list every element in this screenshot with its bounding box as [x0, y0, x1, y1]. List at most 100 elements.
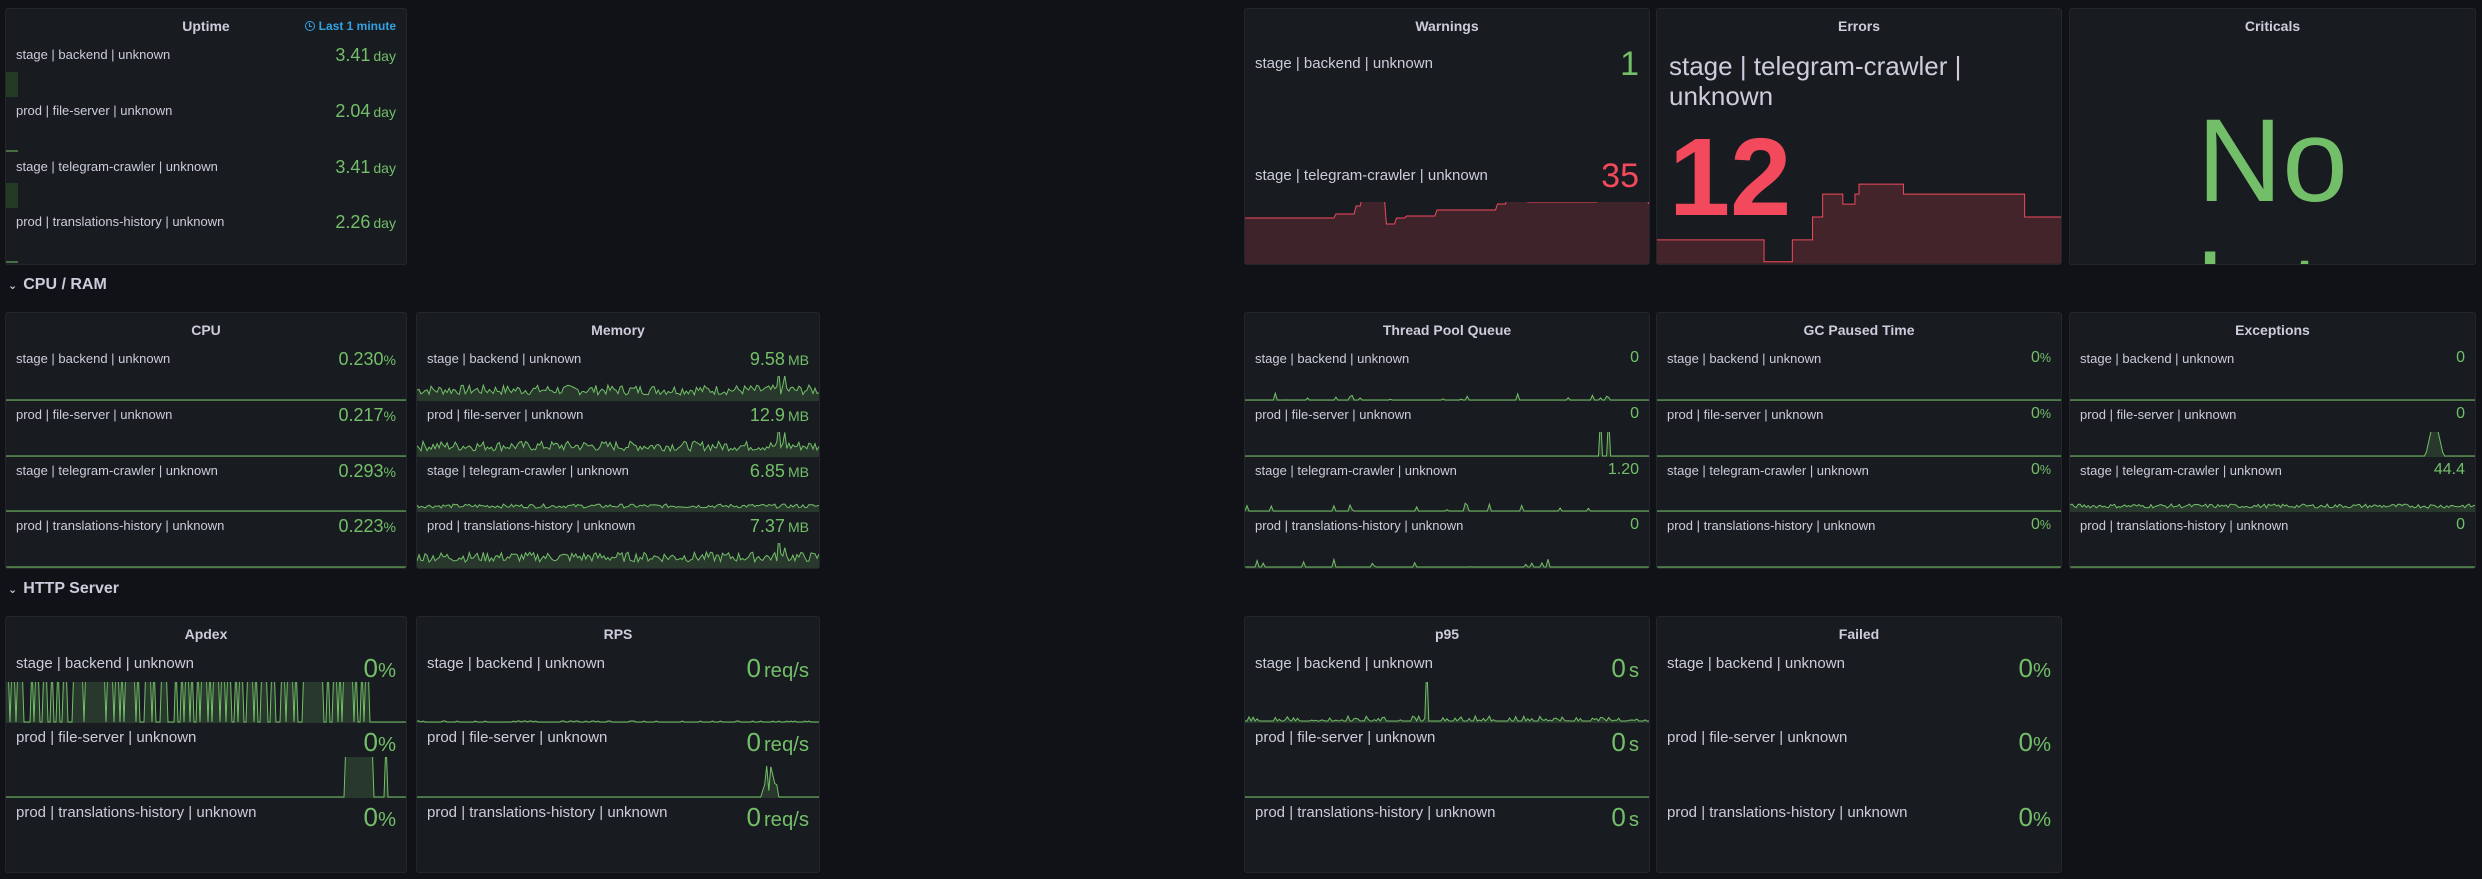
stat-row[interactable]: prod | file-server | unknown 2.04 day: [6, 97, 406, 153]
panel-title[interactable]: Criticals: [2244, 18, 2301, 34]
sparkline-area: [6, 682, 406, 724]
stat-row[interactable]: prod | file-server | unknown 0: [2070, 401, 2475, 457]
stat-row[interactable]: stage | backend | unknown 3.41 day: [6, 41, 406, 97]
stat-unit: %: [2032, 808, 2051, 831]
panel-title[interactable]: p95: [1434, 626, 1460, 642]
stat-row[interactable]: prod | file-server | unknown 0%: [1657, 723, 2061, 797]
stat-number: 6.85: [749, 460, 785, 481]
stat-number: 0.217: [338, 404, 384, 425]
stat-row[interactable]: prod | file-server | unknown 0%: [1657, 401, 2061, 457]
panel-thread-pool[interactable]: Thread Pool Queue stage | backend | unkno…: [1244, 312, 1650, 569]
sparkline: [417, 543, 819, 568]
stat-row[interactable]: stage | backend | unknown 0%: [1657, 649, 2061, 723]
panel-title[interactable]: CPU: [191, 322, 221, 338]
stat-value: 0%: [2019, 802, 2052, 833]
panel-title[interactable]: Uptime: [182, 18, 230, 34]
stat-row[interactable]: prod | file-server | unknown 0: [1245, 401, 1649, 457]
panel-failed[interactable]: Failed stage | backend | unknown 0% prod | …: [1656, 616, 2062, 873]
stat-row[interactable]: prod | translations-history | unknown 0 re…: [417, 798, 819, 872]
stat-number: 0: [2456, 516, 2465, 534]
panel-apdex[interactable]: Apdex stage | backend | unknown 0% prod | f…: [5, 616, 407, 873]
stat-value: 0: [2456, 516, 2465, 534]
panel-title[interactable]: RPS: [603, 626, 633, 642]
panel-exceptions[interactable]: Exceptions stage | backend | unknown 0 prod…: [2069, 312, 2476, 569]
stat-row[interactable]: prod | translations-history | unknown 0%: [6, 798, 406, 872]
panel-gc[interactable]: GC Paused Time stage | backend | unknown 0…: [1656, 312, 2062, 569]
stat-row[interactable]: prod | translations-history | unknown 0: [1245, 512, 1649, 568]
stat-label: stage | backend | unknown: [1255, 655, 1433, 672]
stat-number: 12.9: [749, 404, 785, 425]
stat-row[interactable]: stage | backend | unknown 0%: [1657, 345, 2061, 401]
stat-row[interactable]: prod | translations-history | unknown 0%: [1657, 512, 2061, 568]
stat-unit: day: [373, 48, 396, 64]
stat-row[interactable]: stage | backend | unknown 1: [1245, 41, 1649, 153]
panel-memory[interactable]: Memory stage | backend | unknown 9.58 MB pro…: [416, 312, 820, 569]
stat-unit: day: [373, 215, 396, 232]
sparkline-line: [1245, 502, 1649, 512]
stat-row[interactable]: prod | file-server | unknown 0.217%: [6, 401, 406, 457]
panel-title[interactable]: Memory: [591, 322, 645, 338]
panel-title[interactable]: Exceptions: [2235, 322, 2310, 338]
stat-value: 2.26 day: [335, 212, 396, 233]
sparkline: [1245, 796, 1649, 798]
stat-row[interactable]: stage | telegram-crawler | unknown 0%: [1657, 457, 2061, 513]
stat-row[interactable]: stage | backend | unknown 0%: [6, 649, 406, 724]
panel-title[interactable]: Thread Pool Queue: [1382, 322, 1512, 338]
panel-uptime[interactable]: Uptime Last 1 minute stage | backend | unk…: [5, 8, 407, 265]
panel-title[interactable]: Apdex: [184, 626, 228, 642]
panel-p95[interactable]: p95 stage | backend | unknown 0 s prod | fil…: [1244, 616, 1650, 873]
stat-row[interactable]: stage | telegram-crawler | unknown 3.41 da…: [6, 153, 406, 209]
stat-label: stage | backend | unknown: [1255, 55, 1433, 72]
sparkline-area: [417, 375, 819, 401]
stat-row[interactable]: prod | file-server | unknown 0 s: [1245, 723, 1649, 798]
stat-label: prod | file-server | unknown: [427, 729, 608, 747]
panel-errors[interactable]: Errors stage | telegram-crawler | unknown…: [1656, 8, 2062, 265]
panel-title[interactable]: Errors: [1837, 18, 1881, 34]
sparkline-area: [417, 543, 819, 568]
stat-row[interactable]: prod | file-server | unknown 0%: [6, 723, 406, 798]
stat-row[interactable]: stage | telegram-crawler | unknown 0.293%: [6, 457, 406, 513]
stat-row[interactable]: stage | backend | unknown 9.58 MB: [417, 345, 819, 401]
stat-row[interactable]: stage | telegram-crawler | unknown 6.85 MB: [417, 457, 819, 513]
time-range-badge[interactable]: Last 1 minute: [304, 19, 396, 33]
stat-row[interactable]: prod | translations-history | unknown 0: [2070, 512, 2475, 568]
stat-row[interactable]: stage | telegram-crawler | unknown 35: [1245, 153, 1649, 264]
stat-row[interactable]: stage | telegram-crawler | unknown 44.4: [2070, 457, 2475, 513]
stat-row[interactable]: prod | translations-history | unknown 0.2…: [6, 512, 406, 568]
sparkline: [1245, 831, 1649, 872]
stat-number: 1: [1620, 45, 1639, 83]
stat-row[interactable]: stage | backend | unknown 0.230%: [6, 345, 406, 401]
stat-row[interactable]: stage | backend | unknown 0 s: [1245, 649, 1649, 724]
stat-row[interactable]: prod | translations-history | unknown 2.2…: [6, 208, 406, 264]
panel-title[interactable]: Warnings: [1415, 18, 1479, 34]
panel-warnings[interactable]: Warnings stage | backend | unknown 1 stage …: [1244, 8, 1650, 265]
row-header-cpu-ram[interactable]: ⌄ CPU / RAM: [8, 276, 107, 294]
stat-number: 7.37: [749, 516, 785, 537]
stat-row[interactable]: prod | file-server | unknown 12.9 MB: [417, 401, 819, 457]
stat-row[interactable]: stage | telegram-crawler | unknown 1.20: [1245, 457, 1649, 513]
panel-title[interactable]: Failed: [1838, 626, 1880, 642]
sparkline-line: [1245, 202, 1649, 225]
stat-row[interactable]: prod | file-server | unknown 0 req/s: [417, 723, 819, 798]
stat-row[interactable]: stage | backend | unknown 0 req/s: [417, 649, 819, 724]
panel-title[interactable]: GC Paused Time: [1803, 322, 1915, 338]
stat-label: prod | file-server | unknown: [16, 102, 173, 118]
stat-label: prod | translations-history | unknown: [16, 518, 225, 534]
panel-rps[interactable]: RPS stage | backend | unknown 0 req/s prod |…: [416, 616, 820, 873]
stat-unit: req/s: [763, 808, 809, 831]
stat-value: 0%: [364, 727, 397, 758]
stat-row[interactable]: stage | backend | unknown 0: [1245, 345, 1649, 401]
sparkline-line: [6, 756, 406, 798]
stat-row[interactable]: prod | translations-history | unknown 7.3…: [417, 512, 819, 568]
stat-row[interactable]: prod | translations-history | unknown 0 s: [1245, 798, 1649, 872]
panel-cpu[interactable]: CPU stage | backend | unknown 0.230% prod |…: [5, 312, 407, 569]
stat-row[interactable]: stage | backend | unknown 0: [2070, 345, 2475, 401]
panel-criticals[interactable]: Criticals No data: [2069, 8, 2476, 265]
stat-row[interactable]: prod | translations-history | unknown 0%: [1657, 798, 2061, 872]
stat-unit: MB: [787, 463, 809, 480]
panel-body: stage | backend | unknown 0 prod | file-se…: [1245, 345, 1649, 568]
row-header-http-server[interactable]: ⌄ HTTP Server: [8, 580, 119, 598]
stat-unit: %: [2039, 406, 2051, 421]
